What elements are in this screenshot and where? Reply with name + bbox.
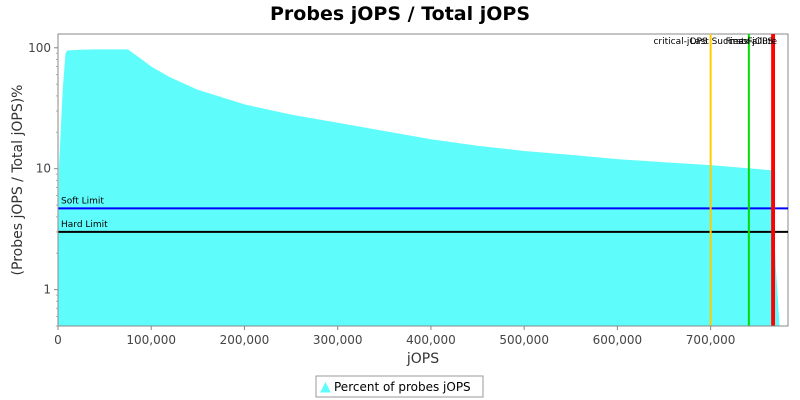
ref-label-soft-limit: Soft Limit xyxy=(61,196,104,206)
x-tick-label: 100,000 xyxy=(126,333,176,347)
x-tick-label: 500,000 xyxy=(499,333,549,347)
x-tick-label: 0 xyxy=(54,333,62,347)
x-axis-ticks: 0 100,000 200,000 300,000 400,000 500,000 600,… xyxy=(54,326,735,347)
legend-entry: Percent of probes jOPS xyxy=(334,380,471,394)
ref-label-critical-jops: critical-jOPS xyxy=(653,37,707,47)
ref-label-last-success: Last Success xyxy=(690,37,748,47)
x-tick-label: 200,000 xyxy=(220,333,270,347)
x-tick-label: 400,000 xyxy=(406,333,456,347)
x-tick-label: 600,000 xyxy=(593,333,643,347)
legend-box xyxy=(315,375,484,398)
x-tick-label: 300,000 xyxy=(313,333,363,347)
ref-label-max-jops: max-jOPS xyxy=(730,37,774,47)
legend: Percent of probes jOPS xyxy=(315,375,484,398)
y-tick-label: 1 xyxy=(43,283,51,297)
y-axis-title: (Probes jOPS / Total jOPS)% xyxy=(10,85,26,276)
y-tick-label: 10 xyxy=(36,162,51,176)
legend-swatch-icon xyxy=(320,381,331,393)
y-tick-label: 100 xyxy=(28,41,51,55)
ref-label-first-failure: First Failure xyxy=(726,37,778,47)
x-tick-label: 700,000 xyxy=(686,333,736,347)
series-area-percent-of-probes-jops xyxy=(58,49,780,327)
ref-label-hard-limit: Hard Limit xyxy=(61,220,108,230)
chart-title: Probes jOPS / Total jOPS xyxy=(270,3,530,25)
y-axis-ticks: 1 10 100 xyxy=(28,41,58,327)
x-axis-title: jOPS xyxy=(406,351,439,367)
